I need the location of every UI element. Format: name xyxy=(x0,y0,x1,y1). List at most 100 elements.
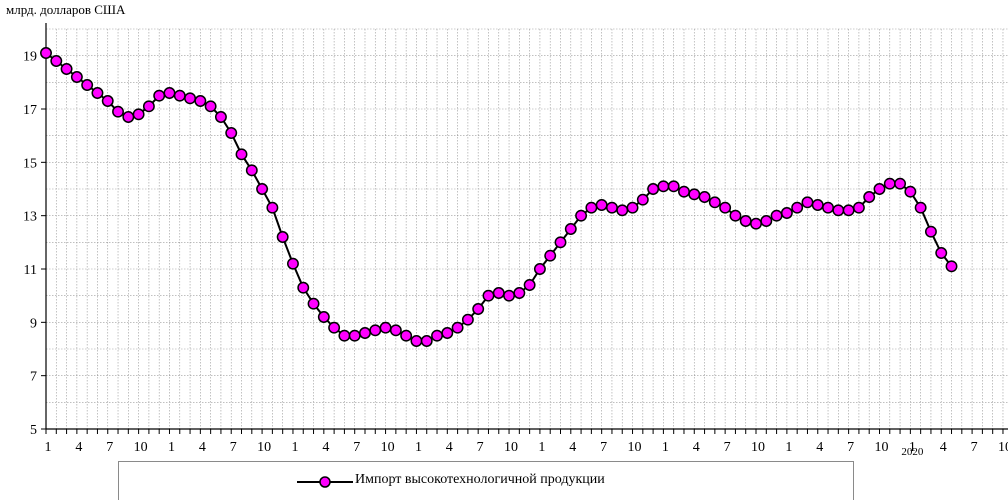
data-point xyxy=(133,109,143,119)
data-point xyxy=(627,202,637,212)
y-tick-label: 17 xyxy=(23,103,37,118)
x-tick-label: 7 xyxy=(230,440,237,455)
data-point xyxy=(514,288,524,298)
data-point xyxy=(288,258,298,268)
grid-lines xyxy=(46,29,1008,429)
data-point xyxy=(885,178,895,188)
data-point xyxy=(915,202,925,212)
year-label: 2020 xyxy=(901,446,924,458)
data-point xyxy=(247,165,257,175)
data-point xyxy=(82,80,92,90)
x-tick-label: 4 xyxy=(322,440,329,455)
x-tick-label: 10 xyxy=(628,440,642,455)
y-tick-label: 7 xyxy=(30,370,37,385)
x-tick-label: 7 xyxy=(724,440,731,455)
data-point xyxy=(442,328,452,338)
y-tick-label: 5 xyxy=(30,423,37,438)
x-tick-label: 1 xyxy=(785,440,792,455)
data-point xyxy=(308,298,318,308)
y-axis-label: млрд. долларов США xyxy=(6,2,125,18)
data-point xyxy=(329,322,339,332)
data-point xyxy=(843,205,853,215)
data-point xyxy=(668,181,678,191)
data-point xyxy=(339,330,349,340)
data-point xyxy=(524,280,534,290)
legend-marker-icon xyxy=(297,474,353,490)
x-tick-label: 1 xyxy=(538,440,545,455)
data-point xyxy=(103,96,113,106)
x-tick-label: 7 xyxy=(971,440,978,455)
data-point xyxy=(61,64,71,74)
data-point xyxy=(123,112,133,122)
data-point xyxy=(555,237,565,247)
y-tick-label: 11 xyxy=(24,263,37,278)
x-tick-labels: 1471014710147101471014710147101471014710… xyxy=(45,440,1008,458)
data-point xyxy=(586,202,596,212)
x-tick-label: 1 xyxy=(415,440,422,455)
x-tick-label: 4 xyxy=(446,440,453,455)
data-point xyxy=(473,304,483,314)
x-tick-label: 10 xyxy=(998,440,1008,455)
data-point xyxy=(658,181,668,191)
data-point xyxy=(257,184,267,194)
x-tick-label: 4 xyxy=(199,440,206,455)
x-tick-label: 10 xyxy=(381,440,395,455)
y-tick-label: 15 xyxy=(23,156,37,171)
data-point xyxy=(463,314,473,324)
x-tick-label: 7 xyxy=(353,440,360,455)
data-point xyxy=(360,328,370,338)
data-point xyxy=(185,93,195,103)
data-point xyxy=(236,149,246,159)
x-tick-label: 10 xyxy=(134,440,148,455)
data-point xyxy=(751,218,761,228)
data-point xyxy=(205,101,215,111)
y-tick-label: 9 xyxy=(30,316,37,331)
data-point xyxy=(792,202,802,212)
data-point xyxy=(596,200,606,210)
data-point xyxy=(905,186,915,196)
legend: Импорт высокотехнологичной продукции xyxy=(118,461,854,500)
data-point xyxy=(854,202,864,212)
data-point xyxy=(607,202,617,212)
data-point xyxy=(823,202,833,212)
data-point xyxy=(298,282,308,292)
data-point xyxy=(350,330,360,340)
data-point xyxy=(51,56,61,66)
data-point xyxy=(164,88,174,98)
data-point xyxy=(741,216,751,226)
axes xyxy=(41,23,1008,434)
data-point xyxy=(946,261,956,271)
data-point xyxy=(936,248,946,258)
x-tick-label: 7 xyxy=(600,440,607,455)
x-tick-label: 7 xyxy=(847,440,854,455)
data-point xyxy=(864,192,874,202)
data-point xyxy=(319,312,329,322)
data-point xyxy=(411,336,421,346)
data-point xyxy=(216,112,226,122)
data-point xyxy=(535,264,545,274)
data-point xyxy=(432,330,442,340)
x-tick-label: 10 xyxy=(257,440,271,455)
x-tick-label: 7 xyxy=(106,440,113,455)
x-tick-label: 4 xyxy=(816,440,823,455)
data-point xyxy=(277,232,287,242)
data-point xyxy=(720,202,730,212)
data-point xyxy=(730,210,740,220)
data-point xyxy=(874,184,884,194)
data-point xyxy=(638,194,648,204)
data-point xyxy=(226,128,236,138)
data-point xyxy=(370,325,380,335)
legend-label: Импорт высокотехнологичной продукции xyxy=(355,472,605,488)
data-point xyxy=(699,192,709,202)
data-point xyxy=(926,226,936,236)
x-tick-label: 10 xyxy=(874,440,888,455)
x-tick-label: 1 xyxy=(45,440,52,455)
data-point xyxy=(452,322,462,332)
data-point xyxy=(72,72,82,82)
data-point xyxy=(679,186,689,196)
x-tick-label: 4 xyxy=(75,440,82,455)
data-point xyxy=(545,250,555,260)
data-point xyxy=(710,197,720,207)
